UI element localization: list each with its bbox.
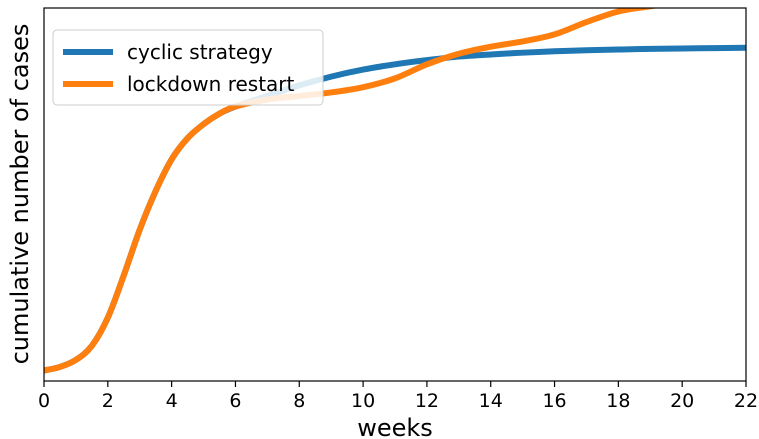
plot-frame [43, 7, 747, 382]
x-tick-label: 20 [670, 390, 694, 412]
x-tick-label: 10 [351, 390, 375, 412]
x-tick-label: 14 [479, 390, 503, 412]
x-tick-label: 8 [293, 390, 305, 412]
x-tick-label: 6 [229, 390, 241, 412]
x-tick-label: 4 [166, 390, 178, 412]
x-tick-label: 0 [38, 390, 50, 412]
x-tick-label: 12 [415, 390, 439, 412]
legend: cyclic strategy lockdown restart [52, 29, 324, 106]
x-tick-label: 22 [734, 390, 758, 412]
legend-label-lockdown-restart: lockdown restart [127, 72, 295, 96]
legend-label-cyclic-strategy: cyclic strategy [127, 40, 273, 64]
y-axis-label: cumulative number of cases [6, 24, 34, 365]
x-tick-label: 16 [542, 390, 566, 412]
x-axis-ticks: 0 2 4 6 8 10 12 14 16 18 20 22 [38, 381, 758, 412]
x-axis-label: weeks [357, 414, 433, 439]
x-tick-label: 18 [606, 390, 630, 412]
legend-frame [52, 29, 324, 106]
x-tick-label: 2 [102, 390, 114, 412]
